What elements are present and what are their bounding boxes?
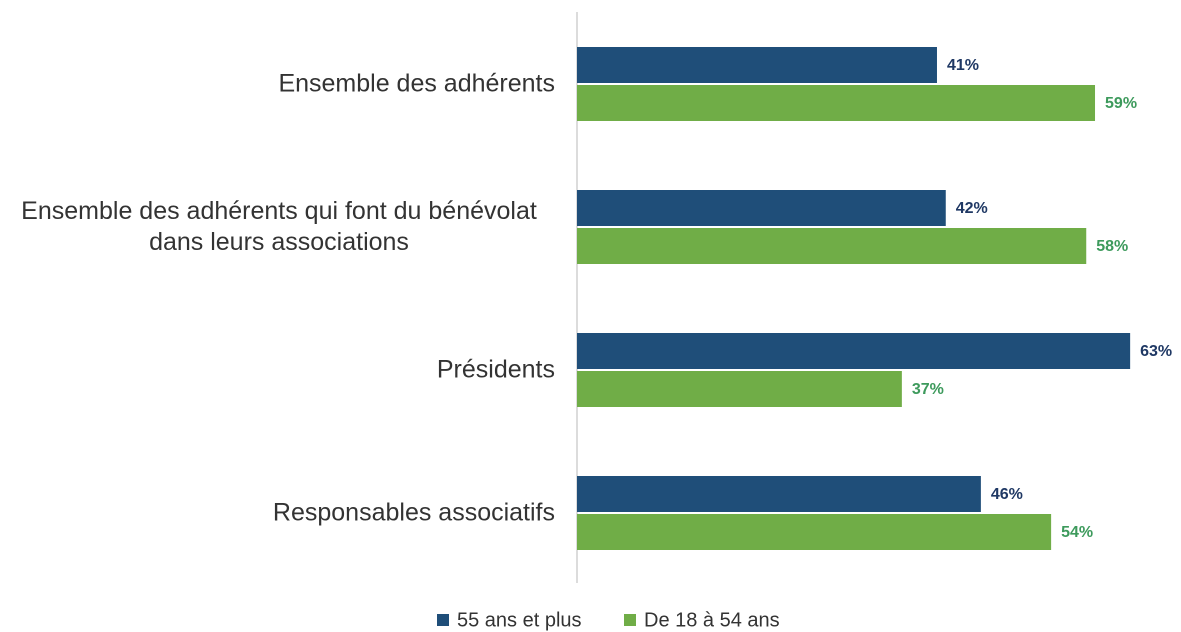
bar — [577, 371, 902, 407]
category-label: Ensemble des adhérents qui font du bénév… — [21, 197, 537, 256]
legend-swatch — [624, 614, 636, 626]
bar — [577, 190, 946, 226]
value-label: 41% — [947, 57, 979, 74]
category-label: Responsables associatifs — [272, 498, 555, 527]
value-label: 63% — [1140, 343, 1172, 360]
legend-label: 55 ans et plus — [457, 609, 582, 631]
legend-swatch — [437, 614, 449, 626]
bar — [577, 514, 1052, 550]
value-label: 46% — [991, 486, 1023, 503]
bar — [577, 476, 981, 512]
bar — [577, 228, 1087, 264]
value-label: 59% — [1105, 95, 1137, 112]
bar — [577, 85, 1096, 121]
legend-label: De 18 à 54 ans — [644, 609, 780, 631]
category-label: Présidents — [436, 355, 555, 384]
bar — [577, 333, 1131, 369]
value-label: 42% — [956, 200, 988, 217]
value-label: 58% — [1096, 238, 1128, 255]
bar — [577, 47, 937, 83]
category-label: Ensemble des adhérents — [278, 69, 555, 98]
value-label: 37% — [912, 381, 944, 398]
value-label: 54% — [1061, 524, 1093, 541]
